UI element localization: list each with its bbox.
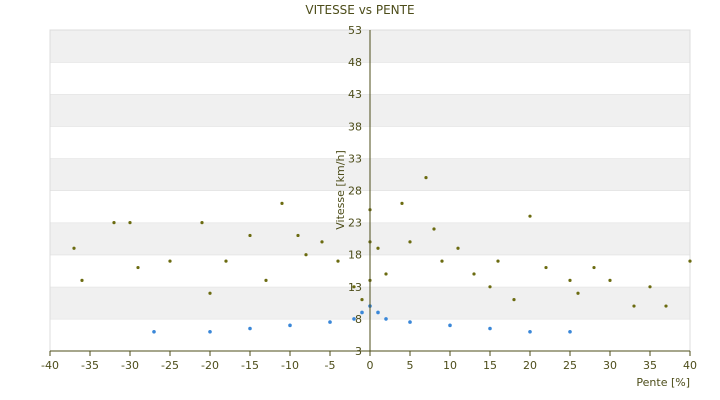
y-axis-label: Vitesse [km/h] [334,150,347,230]
data-point-lower [352,317,356,321]
data-point-lower [152,329,156,334]
data-point-lower [248,326,252,331]
x-tick-label: 5 [407,359,414,372]
y-tick-label: 38 [348,120,362,133]
x-tick-label: -35 [81,359,99,372]
data-point-upper [488,285,492,289]
data-point-upper [440,259,444,263]
x-tick-label: -15 [241,359,259,372]
data-point-upper [568,278,572,282]
x-tick-label: 15 [483,359,497,372]
data-point-upper [360,298,364,302]
y-tick-label: 43 [348,88,362,101]
data-point-upper [304,253,308,257]
data-point-upper [208,291,212,295]
data-point-upper [280,201,284,205]
data-point-upper [512,298,516,302]
data-point-upper [688,259,692,263]
data-point-upper [472,272,476,276]
y-tick-label: 48 [348,56,362,69]
data-point-upper [128,221,132,225]
data-point-lower [376,310,380,315]
data-point-upper [112,221,116,225]
x-tick-label: 0 [367,359,374,372]
data-point-lower [288,323,292,328]
chart-title: VITESSE vs PENTE [305,3,415,17]
y-tick-label: 18 [348,249,362,262]
data-point-lower [408,320,412,324]
data-point-lower [488,326,492,331]
x-tick-label: -5 [325,359,336,372]
data-point-upper [400,201,404,205]
y-tick-label: 53 [348,24,362,37]
data-point-lower [448,323,452,328]
data-point-upper [544,265,548,270]
x-tick-label: -25 [161,359,179,372]
data-point-upper [384,272,388,276]
x-tick-label: 20 [523,359,537,372]
y-tick-label: 33 [348,152,362,165]
y-tick-label: 3 [355,345,362,358]
data-point-upper [352,285,356,289]
data-point-lower [208,329,212,334]
data-point-upper [168,259,172,263]
data-point-upper [248,233,252,238]
x-tick-label: -10 [281,359,299,372]
data-point-upper [432,227,436,231]
x-ticks: -40 -35 -30 -25 -20 -15 -10 -5 0 5 10 15 20 25 30 35 40 [41,351,697,372]
y-tick-label: 8 [355,313,362,326]
data-point-upper [632,304,636,308]
data-point-lower [360,310,364,315]
x-tick-label: 40 [683,359,697,372]
data-point-lower [328,320,332,324]
data-point-upper [200,221,204,225]
x-tick-label: -40 [41,359,59,372]
data-point-upper [576,291,580,295]
data-points [72,176,692,334]
data-point-upper [264,278,268,282]
x-tick-label: 10 [443,359,457,372]
y-tick-label: 28 [348,185,362,198]
data-point-upper [296,233,300,238]
x-tick-label: 35 [643,359,657,372]
data-point-upper [528,214,532,218]
x-tick-label: -30 [121,359,139,372]
x-tick-label: -20 [201,359,219,372]
data-point-lower [384,317,388,321]
data-point-upper [664,304,668,308]
data-point-upper [608,278,612,282]
data-point-lower [528,329,532,334]
data-point-upper [648,285,652,289]
data-point-upper [592,265,596,270]
data-point-upper [336,259,340,263]
data-point-upper [320,240,324,244]
data-point-upper [408,240,412,244]
data-point-upper [80,278,84,282]
x-axis-label: Pente [%] [636,376,690,389]
x-tick-label: 30 [603,359,617,372]
data-point-upper [456,246,460,250]
y-tick-label: 13 [348,281,362,294]
x-tick-label: 25 [563,359,577,372]
data-point-upper [496,259,500,263]
data-point-upper [376,246,380,250]
data-point-upper [136,265,140,270]
data-point-upper [224,259,228,263]
data-point-upper [72,246,76,250]
y-tick-label: 23 [348,217,362,230]
data-point-lower [568,329,572,334]
data-point-upper [424,176,428,180]
